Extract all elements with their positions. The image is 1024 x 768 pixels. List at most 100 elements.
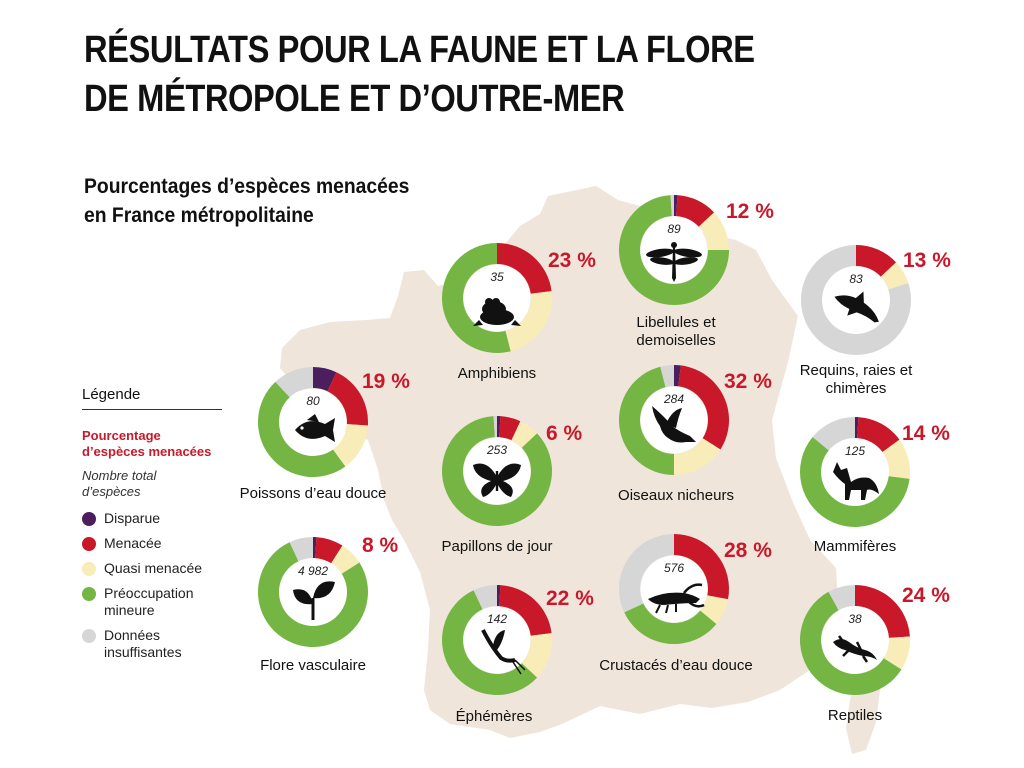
group-label: Poissons d’eau douce: [240, 485, 387, 502]
species-total-label: 38: [848, 612, 862, 626]
legend-swatch: [82, 537, 96, 551]
menacee-segment: [327, 372, 369, 426]
threatened-percentage-label: 23 %: [548, 249, 596, 272]
donnees-insuffisantes-segment: [800, 245, 911, 355]
fish-icon: [295, 414, 335, 442]
chart-subtitle: Pourcentages d’espèces menacées en Franc…: [84, 172, 409, 230]
group-label: demoiselles: [636, 332, 715, 349]
species-total-label: 89: [667, 222, 681, 236]
threatened-percentage-label: 28 %: [724, 539, 772, 562]
donut-hole: [463, 264, 531, 332]
donut-hole: [279, 558, 347, 626]
menacee-segment: [497, 243, 552, 294]
preoccupation-mineure-segment: [441, 243, 511, 354]
species-total-label: 35: [490, 270, 504, 284]
legend-item-text: mineure: [104, 602, 155, 618]
group-label: Crustacés d’eau douce: [599, 657, 752, 674]
legend-title: Légende: [82, 386, 222, 410]
legend-swatch: [82, 587, 96, 601]
group-label: Mammifères: [814, 538, 897, 555]
legend-item-label: Données insuffisantes: [104, 627, 182, 661]
legend-item-text: Quasi menacée: [104, 560, 203, 576]
legend-items: Disparue Menacée Quasi menacée Préoccupatio…: [82, 510, 232, 661]
menacee-segment: [674, 534, 730, 600]
menacee-segment: [499, 416, 521, 441]
donut-group: 38 24 % Reptiles: [799, 584, 950, 724]
legend-total-line-2: d’espèces: [82, 484, 141, 499]
legend-item: Préoccupation mineure: [82, 585, 232, 619]
group-label: Reptiles: [828, 707, 882, 724]
group-label: Libellules et: [636, 314, 716, 331]
donut-group: 253 6 % Papillons de jour: [442, 416, 583, 555]
disparue-segment: [674, 195, 678, 217]
legend-item: Données insuffisantes: [82, 627, 232, 661]
species-total-label: 576: [664, 561, 684, 575]
legend-percentage-label: Pourcentage d’espèces menacées: [82, 428, 232, 460]
threatened-percentage-label: 32 %: [724, 370, 772, 393]
crayfish-icon: [648, 583, 705, 614]
threatened-percentage-label: 12 %: [726, 200, 774, 223]
donut-hole: [640, 555, 708, 623]
species-total-label: 142: [487, 612, 507, 626]
donut-group: 284 32 % Oiseaux nicheurs: [618, 365, 772, 504]
disparue-segment: [497, 416, 501, 438]
group-label: chimères: [826, 380, 887, 397]
donnees-insuffisantes-segment: [493, 416, 497, 438]
preoccupation-mineure-segment: [799, 591, 902, 696]
quasi-menacee-segment: [880, 262, 909, 290]
shark-icon: [834, 291, 879, 323]
quasi-menacee-segment: [674, 438, 721, 475]
menacee-segment: [855, 585, 910, 638]
preoccupation-mineure-segment: [441, 416, 552, 526]
disparue-segment: [855, 417, 859, 439]
lizard-icon: [833, 635, 877, 663]
legend-item-text: insuffisantes: [104, 644, 182, 660]
donnees-insuffisantes-segment: [670, 195, 674, 217]
group-label: Papillons de jour: [442, 538, 553, 555]
menacee-segment: [678, 365, 729, 450]
donut-group: 35 23 % Amphibiens: [441, 243, 596, 382]
quasi-menacee-segment: [331, 545, 360, 574]
donut-group: 142 22 % Éphémères: [441, 585, 594, 725]
menacee-segment: [857, 417, 900, 453]
threatened-percentage-label: 14 %: [902, 422, 950, 445]
legend-item: Menacée: [82, 535, 232, 552]
threatened-percentage-label: 6 %: [546, 422, 583, 445]
legend-item-text: Disparue: [104, 510, 161, 526]
preoccupation-mineure-segment: [258, 381, 346, 477]
quasi-menacee-segment: [882, 439, 910, 479]
preoccupation-mineure-segment: [799, 436, 910, 527]
group-label: Oiseaux nicheurs: [618, 487, 734, 504]
legend-item-text: Données: [104, 627, 161, 643]
menacee-segment: [676, 195, 715, 227]
legend-swatch: [82, 629, 96, 643]
group-label: Amphibiens: [458, 365, 536, 382]
donut-group: 4 982 8 % Flore vasculaire: [257, 534, 399, 674]
subtitle-line-1: Pourcentages d’espèces menacées: [84, 175, 410, 198]
menacee-segment: [856, 245, 897, 277]
donnees-insuffisantes-segment: [473, 585, 497, 610]
page-title: RÉSULTATS POUR LA FAUNE ET LA FLORE DE M…: [84, 26, 858, 124]
quasi-menacee-segment: [505, 291, 552, 352]
quasi-menacee-segment: [700, 595, 729, 625]
disparue-segment: [313, 366, 337, 392]
title-line-2: DE MÉTROPOLE ET D’OUTRE-MER: [84, 78, 625, 120]
legend-percentage-line-2: d’espèces menacées: [82, 444, 212, 459]
legend-swatch: [82, 562, 96, 576]
preoccupation-mineure-segment: [618, 195, 729, 305]
legend-total-label: Nombre total d’espèces: [82, 468, 232, 500]
legend-item-label: Disparue: [104, 510, 160, 527]
disparue-segment: [674, 365, 681, 387]
preoccupation-mineure-segment: [624, 603, 717, 644]
donut-group: 125 14 % Mammifères: [799, 417, 950, 555]
disparue-segment: [313, 537, 317, 559]
donnees-insuffisantes-segment: [618, 534, 674, 613]
menacee-segment: [315, 537, 343, 564]
legend-item-label: Menacée: [104, 535, 162, 552]
donnees-insuffisantes-segment: [828, 585, 855, 611]
quasi-menacee-segment: [332, 424, 368, 467]
donut-group: 80 19 % Poissons d’eau douce: [240, 366, 410, 502]
